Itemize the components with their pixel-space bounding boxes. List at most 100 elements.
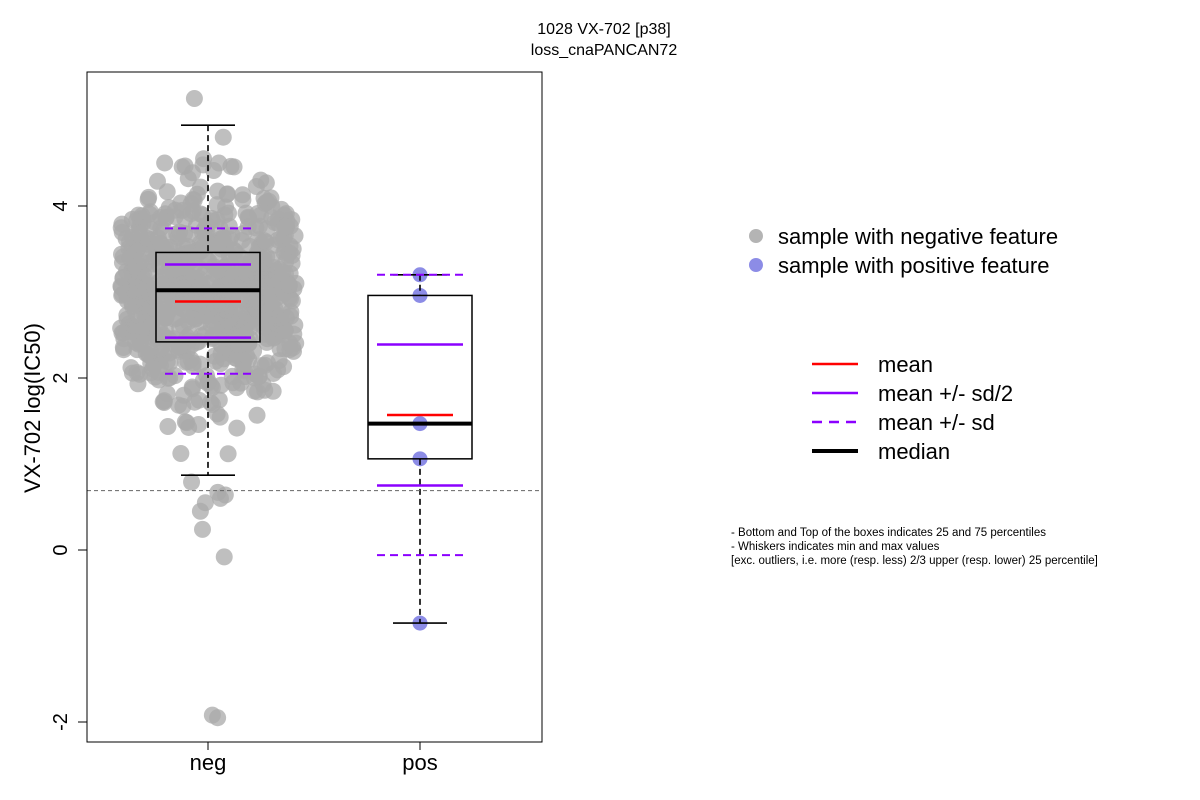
- data-point-neg: [192, 178, 210, 196]
- chart-subtitle: loss_cnaPANCAN72: [531, 42, 678, 59]
- legend-point-marker: [749, 229, 763, 243]
- data-point-neg: [281, 334, 299, 352]
- data-point-neg: [234, 361, 252, 379]
- data-point-neg: [112, 277, 130, 295]
- data-point-neg: [277, 218, 295, 236]
- note-line: - Whiskers indicates min and max values: [731, 541, 940, 553]
- box-pos: [367, 294, 473, 460]
- data-point-neg: [263, 250, 281, 268]
- data-point-neg: [239, 208, 257, 226]
- data-point-neg: [256, 194, 274, 212]
- legend-point-marker: [749, 258, 763, 272]
- data-point-neg: [132, 322, 150, 340]
- data-point-neg: [113, 223, 131, 241]
- data-point-neg: [283, 292, 301, 310]
- data-point-neg: [270, 352, 288, 370]
- data-point-neg: [128, 341, 146, 359]
- data-point-neg: [216, 206, 234, 224]
- data-point-neg: [222, 310, 240, 328]
- chart-title: 1028 VX-702 [p38]: [537, 21, 670, 38]
- data-point-neg: [172, 444, 190, 462]
- legend-line-label: mean +/- sd/2: [878, 381, 1013, 406]
- box-neg: [155, 251, 261, 343]
- data-point-neg: [191, 355, 209, 373]
- data-point-neg: [215, 548, 233, 566]
- data-point-neg: [224, 266, 242, 284]
- data-point-neg: [235, 317, 253, 335]
- data-point-neg: [209, 261, 227, 279]
- data-point-neg: [159, 417, 177, 435]
- data-point-neg: [248, 406, 266, 424]
- notes: - Bottom and Top of the boxes indicates …: [731, 527, 1098, 567]
- data-point-neg: [123, 364, 141, 382]
- data-point-neg: [241, 237, 259, 255]
- data-point-neg: [190, 415, 208, 433]
- legend: sample with negative feature sample with …: [749, 224, 1058, 464]
- plot-area: -2 0 2 4 neg pos: [50, 90, 542, 775]
- data-point-neg: [252, 357, 270, 375]
- data-point-neg: [271, 321, 289, 339]
- data-point-neg: [192, 313, 210, 331]
- data-point-neg: [230, 336, 248, 354]
- data-point-neg: [112, 319, 130, 337]
- data-point-neg: [228, 419, 246, 437]
- data-point-neg: [214, 128, 232, 146]
- data-point-neg: [247, 177, 265, 195]
- data-point-neg: [155, 394, 173, 412]
- data-point-neg: [123, 294, 141, 312]
- data-point-neg: [265, 236, 283, 254]
- y-tick-label: 2: [50, 372, 72, 383]
- legend-line-label: mean: [878, 352, 933, 377]
- data-point-neg: [177, 353, 195, 371]
- data-point-neg: [209, 182, 227, 200]
- data-point-neg: [248, 292, 266, 310]
- data-point-neg: [257, 271, 275, 289]
- data-point-neg: [234, 186, 252, 204]
- x-tick-label-pos: pos: [402, 750, 437, 775]
- data-point-neg: [210, 154, 228, 172]
- data-point-neg: [156, 154, 174, 172]
- data-point-neg: [160, 199, 178, 217]
- data-point-neg: [202, 377, 220, 395]
- data-point-neg: [158, 183, 176, 201]
- data-point-neg: [211, 489, 229, 507]
- data-point-neg: [128, 224, 146, 242]
- data-point-neg: [176, 157, 194, 175]
- data-point-neg: [183, 380, 201, 398]
- data-point-neg: [208, 405, 226, 423]
- legend-line-label: mean +/- sd: [878, 410, 995, 435]
- data-point-neg: [219, 445, 237, 463]
- data-point-neg: [185, 269, 203, 287]
- y-tick-label: 4: [50, 200, 72, 211]
- data-point-neg: [127, 258, 145, 276]
- x-tick-label-neg: neg: [190, 750, 227, 775]
- data-point-neg: [179, 170, 197, 188]
- legend-line-label: median: [878, 439, 950, 464]
- y-tick-label: 0: [50, 544, 72, 555]
- data-point-neg: [209, 709, 227, 727]
- data-point-neg: [182, 205, 200, 223]
- data-point-neg: [157, 306, 175, 324]
- data-point-neg: [221, 230, 239, 248]
- data-point-neg: [246, 382, 264, 400]
- legend-point-label: sample with positive feature: [778, 253, 1049, 278]
- data-point-neg: [128, 279, 146, 297]
- y-axis-label: VX-702 log(IC50): [20, 323, 45, 493]
- data-point-neg: [255, 306, 273, 324]
- data-point-neg: [191, 502, 209, 520]
- note-line: [exc. outliers, i.e. more (resp. less) 2…: [731, 555, 1098, 567]
- legend-point-label: sample with negative feature: [778, 224, 1058, 249]
- y-tick-label: -2: [50, 713, 72, 731]
- data-point-neg: [283, 246, 301, 264]
- data-point-neg: [185, 90, 203, 107]
- data-point-neg: [195, 150, 213, 168]
- data-point-neg: [173, 279, 191, 297]
- data-point-neg: [140, 188, 158, 206]
- plot-frame: [86, 71, 543, 743]
- note-line: - Bottom and Top of the boxes indicates …: [731, 527, 1046, 539]
- data-point-neg: [169, 228, 187, 246]
- data-point-neg: [146, 368, 164, 386]
- data-point-neg: [181, 245, 199, 263]
- data-point-neg: [183, 473, 201, 491]
